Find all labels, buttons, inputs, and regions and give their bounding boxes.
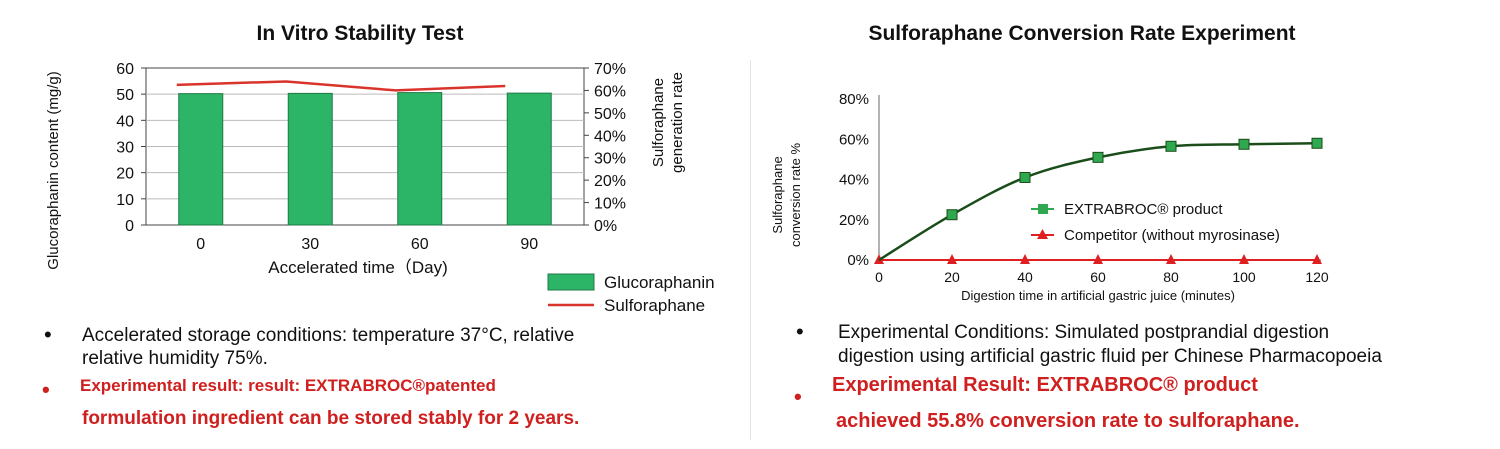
y2-axis-label-line-2: generation rate [669, 72, 686, 173]
y2-tick-label: 60% [594, 83, 626, 100]
conversion-panel: Sulforaphane Conversion Rate Experiment … [752, 0, 1500, 449]
y2-tick-label: 70% [594, 61, 626, 78]
legend-swatch-glucoraphanin [547, 273, 595, 291]
x-tick-label: 80 [1163, 269, 1179, 285]
y-tick-label: 0 [125, 218, 134, 235]
y-tick-label: 0% [847, 252, 869, 269]
left-condition-line-1: Accelerated storage conditions: temperat… [82, 325, 575, 346]
x-tick-label: 90 [520, 236, 538, 253]
legend-label-competitor: Competitor (without myrosinase) [1064, 227, 1280, 244]
point-extrabroc-product [1238, 138, 1250, 150]
point-extrabroc-product [1311, 137, 1323, 149]
left-condition-bullet: • [44, 322, 52, 347]
left-result-line-2: formulation ingredient can be stored sta… [82, 408, 580, 429]
x-tick-label: 40 [1017, 269, 1033, 285]
y2-tick-label: 0% [594, 218, 617, 235]
x-tick-label: 60 [1090, 269, 1106, 285]
legend-label-product: EXTRABROC® product [1064, 201, 1223, 218]
y-tick-label: 80% [839, 91, 869, 108]
point-competitor [1093, 254, 1103, 264]
stability-panel: In Vitro Stability Test 0 10 20 30 40 50 60 0% 1… [42, 22, 715, 429]
x-tick-label: 120 [1305, 269, 1329, 285]
x-tick-label: 100 [1232, 269, 1256, 285]
point-extrabroc-product [1165, 140, 1177, 152]
y2-tick-label: 10% [594, 196, 626, 213]
x-tick-label: 60 [411, 236, 429, 253]
y-axis-label-line-1: Sulforaphane [770, 156, 785, 233]
right-condition-bullet: • [796, 319, 804, 344]
bar-glucoraphanin [506, 92, 552, 226]
y2-axis-label-line-1: Sulforaphane [650, 78, 667, 167]
y-tick-label: 10 [116, 192, 134, 209]
bar-glucoraphanin [178, 93, 224, 226]
right-condition-line-1: Experimental Conditions: Simulated postp… [838, 322, 1330, 343]
right-condition-line-2: digestion using artificial gastric fluid… [838, 346, 1382, 367]
x-axis-label: Digestion time in artificial gastric jui… [961, 288, 1235, 303]
left-result-bullet: • [42, 377, 50, 402]
x-tick-label: 0 [196, 236, 205, 253]
y-axis-label: Glucoraphanin content (mg/g) [45, 71, 62, 269]
legend-label-sulforaphane: Sulforaphane [604, 296, 705, 315]
stability-chart: 0 10 20 30 40 50 60 0% 10% 20% 30% 40% 50% 60% 70% 0 30 6… [45, 61, 715, 315]
y-tick-label: 50 [116, 87, 134, 104]
legend-label-glucoraphanin: Glucoraphanin [604, 273, 715, 292]
left-condition-line-2: relative humidity 75%. [82, 348, 268, 369]
left-result-line-1: Experimental result: result: EXTRABROC®p… [80, 376, 496, 395]
y-tick-label: 40 [116, 113, 134, 130]
bar-glucoraphanin [287, 92, 333, 226]
panel-divider [750, 60, 751, 440]
point-competitor [1312, 254, 1322, 264]
y2-tick-label: 20% [594, 173, 626, 190]
y2-tick-label: 30% [594, 151, 626, 168]
y2-tick-label: 50% [594, 106, 626, 123]
x-tick-label: 30 [301, 236, 319, 253]
y-tick-label: 20% [839, 212, 869, 229]
point-extrabroc-product [946, 209, 958, 221]
line-sulforaphane [176, 80, 506, 92]
right-result-bullet: • [794, 384, 802, 409]
right-chart-title: Sulforaphane Conversion Rate Experiment [868, 22, 1296, 45]
right-result-line-2: achieved 55.8% conversion rate to sulfor… [836, 410, 1300, 432]
y2-tick-label: 40% [594, 128, 626, 145]
y-tick-label: 30 [116, 140, 134, 157]
bar-glucoraphanin [397, 92, 443, 226]
left-chart-title: In Vitro Stability Test [256, 22, 464, 45]
right-result-line-1: Experimental Result: EXTRABROC® product [832, 374, 1258, 396]
y-tick-label: 20 [116, 166, 134, 183]
x-axis-label: Accelerated time（Day) [268, 258, 448, 277]
y-axis-label-line-2: conversion rate % [788, 143, 803, 247]
x-tick-label: 20 [944, 269, 960, 285]
y-tick-label: 60 [116, 61, 134, 78]
y-tick-label: 60% [839, 131, 869, 148]
y-tick-label: 40% [839, 172, 869, 189]
point-competitor [947, 254, 957, 264]
x-tick-label: 0 [875, 269, 883, 285]
point-competitor [1020, 254, 1030, 264]
point-competitor [1166, 254, 1176, 264]
legend-marker-competitor [1037, 229, 1048, 239]
legend-marker-product [1038, 204, 1048, 214]
point-extrabroc-product [1019, 171, 1031, 183]
point-extrabroc-product [1092, 151, 1104, 163]
point-competitor [1239, 254, 1249, 264]
conversion-chart: 0% 20% 40% 60% 80% 0 20 40 60 80 100 120 EXTRABROC® … [770, 91, 1329, 303]
